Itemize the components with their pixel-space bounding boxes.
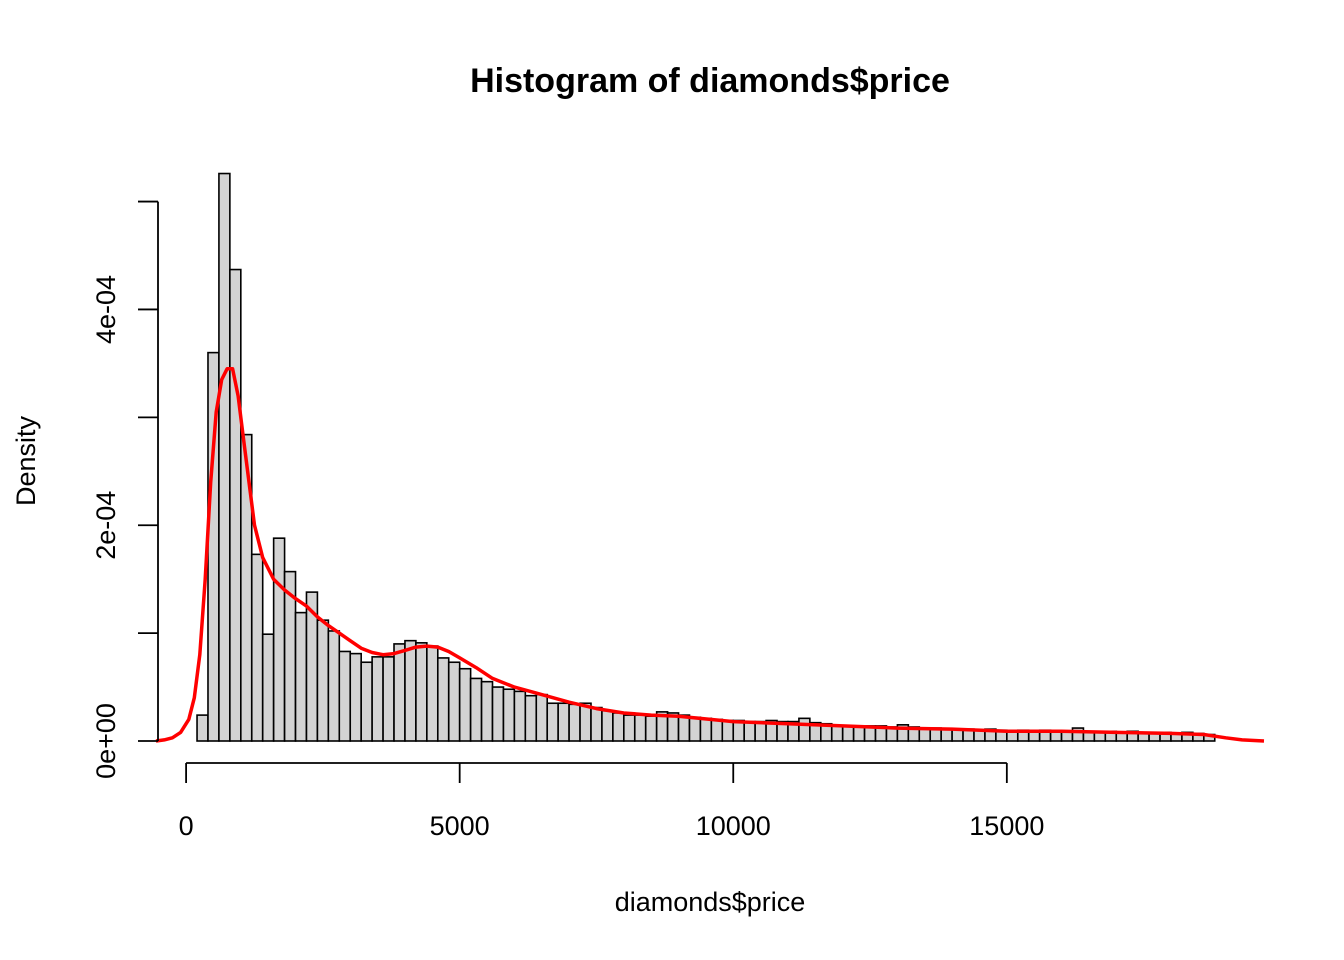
histogram-bars [196,172,1216,742]
histogram-bar [568,703,581,742]
histogram-bar [338,650,352,742]
histogram-bar [250,553,264,742]
histogram-bar [327,630,341,742]
histogram-bar [830,725,844,742]
histogram-bar [469,677,483,742]
histogram-bar [229,268,242,742]
histogram-bar [633,714,647,742]
histogram-bar [458,667,472,742]
histogram-bar [535,693,549,742]
histogram-bar [710,718,724,742]
x-tick-label: 0 [179,811,194,841]
histogram-bar [590,706,603,742]
histogram-bar [436,657,450,742]
histogram-bar [393,643,406,742]
histogram-bar [513,690,527,742]
y-tick-label: 0e+00 [91,703,121,779]
histogram-bar [447,661,461,742]
x-axis-label: diamonds$price [615,887,806,917]
histogram-bar [294,611,308,742]
y-axis: 0e+00 2e-04 4e-04 [91,200,159,779]
histogram-bar [426,645,439,742]
histogram-bar [688,716,702,742]
x-tick-label: 10000 [696,811,771,841]
chart-title: Histogram of diamonds$price [470,62,950,100]
histogram-bar [382,656,395,742]
y-tick-label: 4e-04 [91,275,121,344]
histogram-bar [480,680,494,742]
histogram-bar [316,619,330,742]
histogram-bar [743,720,756,742]
y-tick-label: 2e-04 [91,491,121,560]
x-tick-label: 15000 [969,811,1044,841]
histogram-bar [557,702,570,742]
histogram-bar [677,714,691,742]
density-curve [155,367,1265,743]
histogram-bar [261,633,275,742]
histogram-bar [612,712,625,742]
histogram-bar [699,717,713,742]
histogram-bar [546,702,559,742]
histogram-bar [371,656,384,742]
histogram-bar [404,639,417,742]
histogram-bar [218,172,231,742]
histogram-bar [601,709,614,742]
histogram-bar [841,725,855,742]
histogram-bar [644,715,658,742]
y-axis-label: Density [11,415,41,506]
histogram-bar [940,728,953,742]
x-tick-label: 5000 [430,811,490,841]
histogram-bar [798,717,811,742]
histogram-bar [502,688,516,742]
histogram-bar [415,642,428,742]
histogram-bar [360,661,373,742]
histogram-bar [196,714,209,742]
histogram-bar [623,714,636,742]
histogram-bar [349,652,362,742]
histogram-bar [721,719,735,742]
histogram-bar [272,537,286,742]
histogram-bar [524,694,538,742]
histogram-bar [579,702,592,742]
histogram-bar [491,686,505,742]
histogram-bar [852,726,866,742]
x-axis: 0 5000 10000 15000 [179,762,1044,841]
